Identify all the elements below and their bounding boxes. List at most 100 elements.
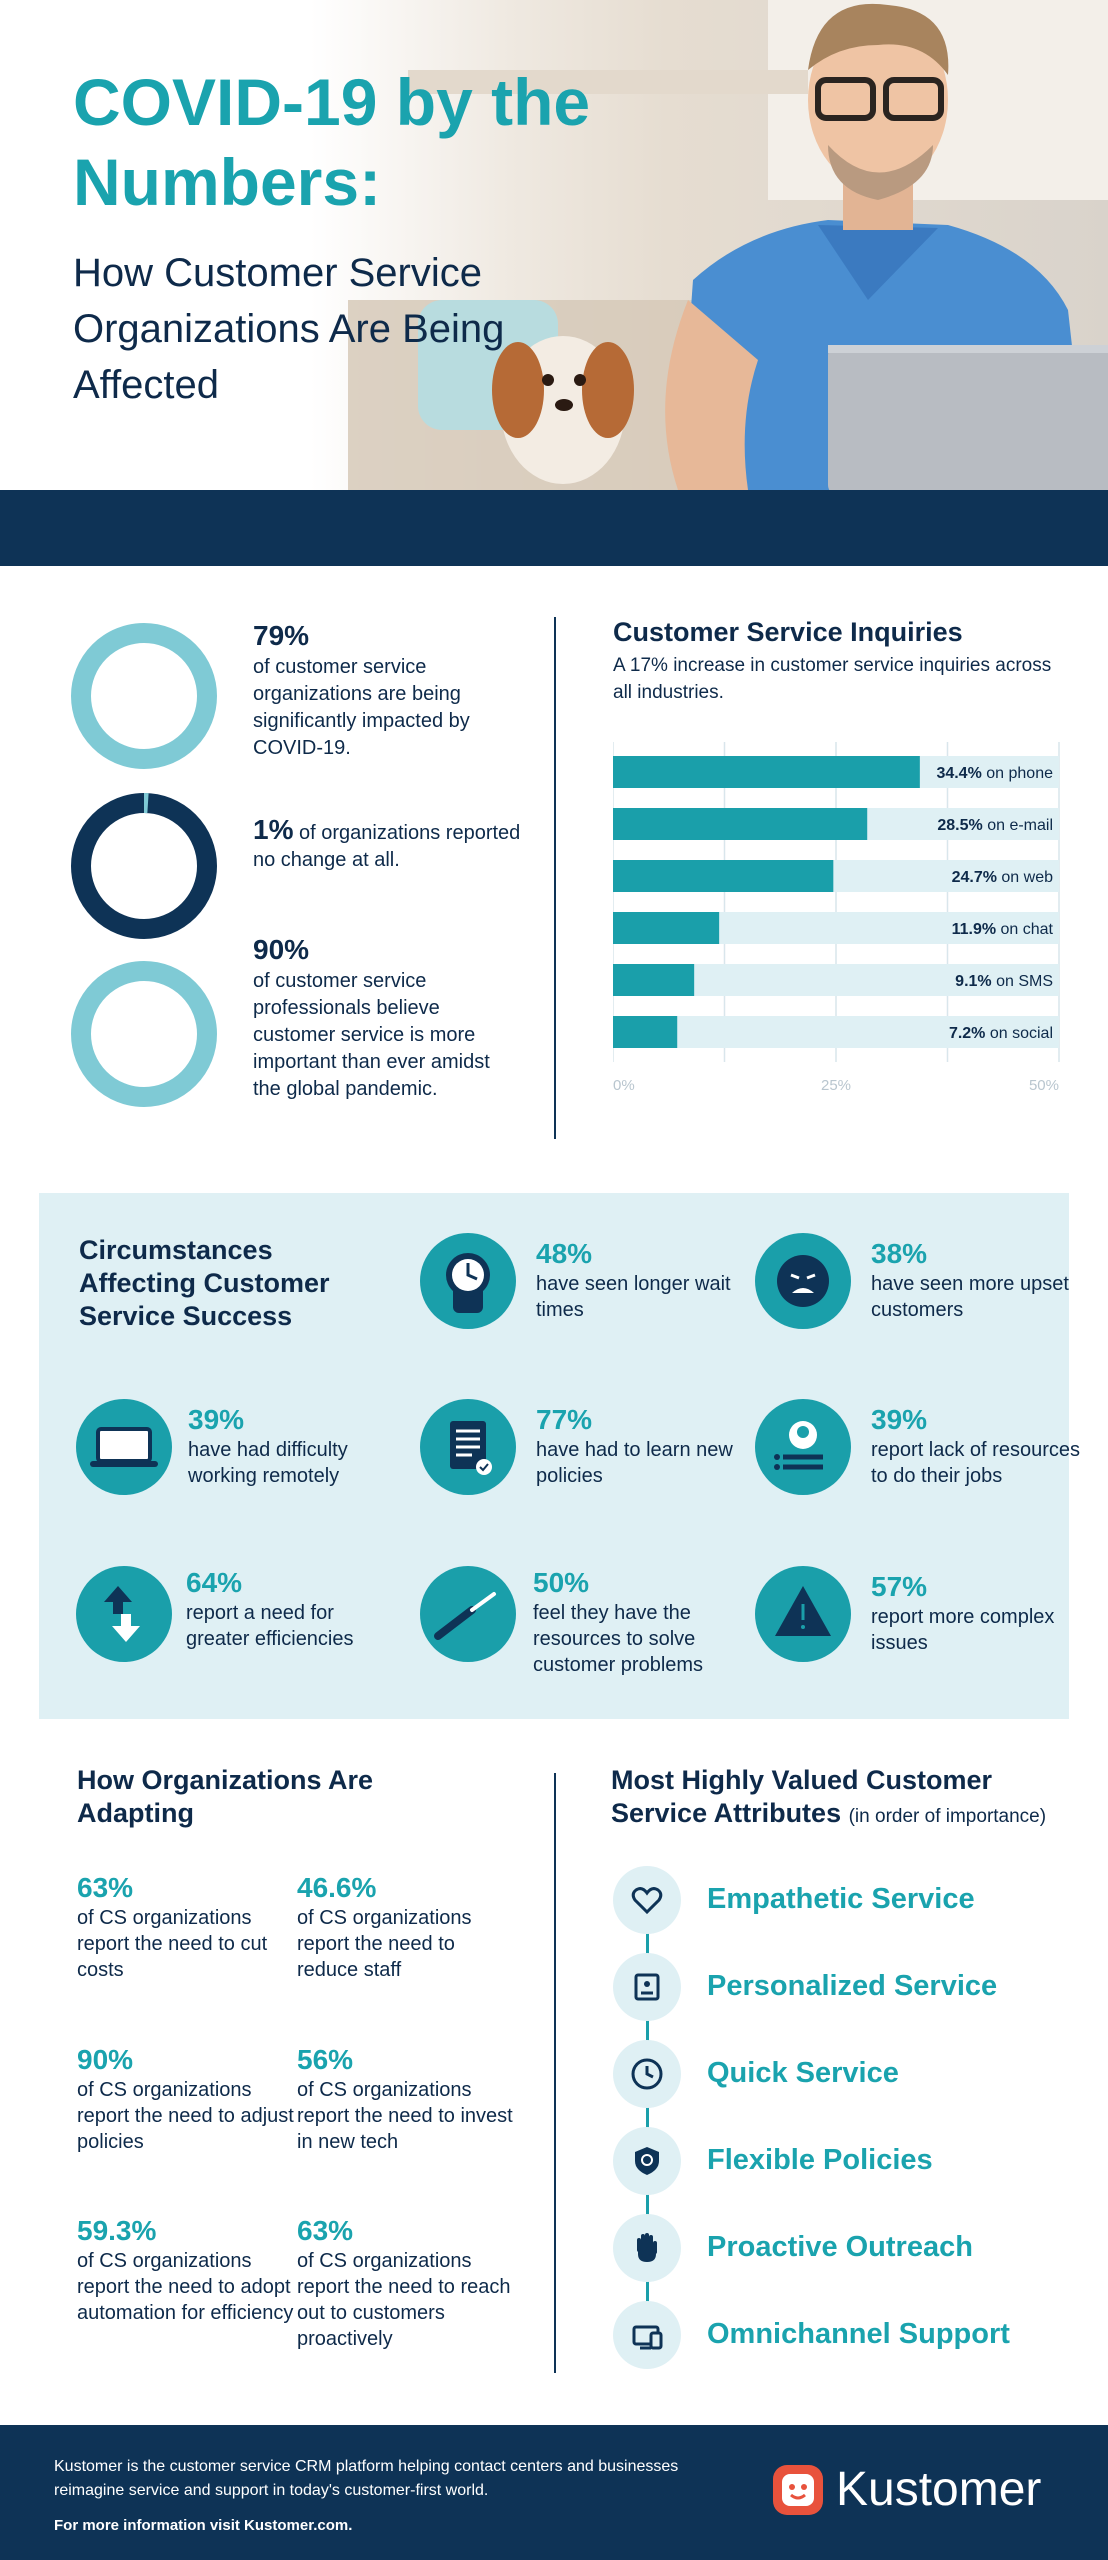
circumstances-title: Circumstances Affecting Customer Service…	[79, 1235, 330, 1331]
hero-band	[0, 490, 1108, 566]
page-subtitle: How Customer Service Organizations Are B…	[73, 251, 505, 407]
devices-icon	[613, 2301, 681, 2369]
footer-text: Kustomer is the customer service CRM pla…	[54, 2458, 679, 2499]
circumstance-pct: 39%	[188, 1404, 245, 1435]
circumstance-pct: 77%	[536, 1404, 593, 1435]
circumstance-pct: 57%	[871, 1571, 928, 1602]
donut-chart-90	[71, 961, 217, 1107]
footer-link[interactable]: For more information visit Kustomer.com.	[54, 2517, 353, 2534]
adapting-pct: 63%	[77, 1872, 134, 1903]
attribute-label: Flexible Policies	[707, 2144, 933, 2176]
adapting-pct: 46.6%	[297, 1872, 377, 1903]
circumstance-item: 57% report more complex issues	[871, 1570, 1081, 1656]
adapting-item: 56% of CS organizations report the need …	[297, 2043, 517, 2155]
stat-pct: 90%	[253, 934, 310, 965]
bar	[613, 964, 695, 996]
adapting-text: of CS organizations report the need to r…	[297, 2250, 511, 2350]
bar-label: 9.1% on SMS	[955, 973, 1053, 990]
circumstance-item: 64% report a need for greater efficienci…	[186, 1566, 396, 1652]
hero-banner: COVID-19 by the Numbers: How Customer Se…	[0, 0, 1108, 490]
bar-label: 24.7% on web	[952, 869, 1054, 886]
arrows-icon	[76, 1566, 172, 1662]
laptop-icon	[76, 1399, 172, 1495]
hero-photo	[348, 0, 1108, 490]
stat-90: 90% of customer service professionals be…	[253, 932, 523, 1103]
adapting-item: 90% of CS organizations report the need …	[77, 2043, 297, 2155]
bar	[613, 1016, 678, 1048]
adapting-text: of CS organizations report the need to r…	[297, 1907, 472, 1981]
attribute-label: Omnichannel Support	[707, 2318, 1010, 2350]
adapting-item: 63% of CS organizations report the need …	[297, 2214, 517, 2352]
circumstance-pct: 38%	[871, 1238, 928, 1269]
stat-79: 79% of customer service organizations ar…	[253, 618, 523, 762]
adapting-text: of CS organizations report the need to c…	[77, 1907, 268, 1981]
stat-text: of customer service professionals believ…	[253, 970, 490, 1100]
brand-name: Kustomer	[836, 2463, 1042, 2516]
chart-title: Customer Service Inquiries	[613, 617, 963, 647]
circumstance-text: have seen longer wait times	[536, 1273, 731, 1321]
circumstance-text: report lack of resources to do their job…	[871, 1439, 1080, 1487]
adapting-pct: 63%	[297, 2215, 354, 2246]
bar-label: 34.4% on phone	[936, 765, 1053, 782]
adapting-text: of CS organizations report the need to i…	[297, 2079, 513, 2153]
shield-icon	[613, 2127, 681, 2195]
bar	[613, 860, 834, 892]
stat-pct: 1%	[253, 814, 294, 845]
circumstance-text: have had difficulty working remotely	[188, 1439, 348, 1487]
attributes-connector	[646, 1900, 649, 2340]
heart-icon	[613, 1866, 681, 1934]
clock-icon	[613, 2040, 681, 2108]
bar-label: 28.5% on e-mail	[937, 817, 1053, 834]
stat-text: of organizations reported no change at a…	[253, 822, 521, 871]
profile-card-icon	[755, 1399, 851, 1495]
circumstance-item: 77% have had to learn new policies	[536, 1403, 746, 1489]
stat-pct: 79%	[253, 620, 310, 651]
adapting-pct: 56%	[297, 2044, 354, 2075]
upset-face-icon	[755, 1233, 851, 1329]
circumstances-panel	[39, 1193, 1069, 1719]
attributes-title: Most Highly Valued Customer Service Attr…	[611, 1764, 1081, 1833]
circumstance-item: 38% have seen more upset customers	[871, 1237, 1081, 1323]
warning-icon	[755, 1566, 851, 1662]
circumstance-pct: 48%	[536, 1238, 593, 1269]
circumstance-text: report a need for greater efficiencies	[186, 1602, 354, 1650]
clock-icon	[420, 1233, 516, 1329]
bar-track	[613, 1016, 1059, 1048]
circumstance-pct: 39%	[871, 1404, 928, 1435]
tick-label: 50%	[1029, 1077, 1059, 1094]
circumstance-pct: 64%	[186, 1567, 243, 1598]
attribute-label: Proactive Outreach	[707, 2231, 973, 2263]
screwdriver-icon	[420, 1566, 516, 1662]
kustomer-logo-icon	[773, 2465, 823, 2515]
document-icon	[420, 1399, 516, 1495]
circumstance-text: have had to learn new policies	[536, 1439, 733, 1487]
tick-label: 0%	[613, 1077, 635, 1094]
circumstance-pct: 50%	[533, 1567, 590, 1598]
chart-subtitle: A 17% increase in customer service inqui…	[613, 655, 1052, 703]
bar-label: 11.9% on chat	[952, 921, 1054, 938]
tick-label: 25%	[821, 1077, 851, 1094]
circumstance-text: feel they have the resources to solve cu…	[533, 1602, 704, 1676]
circumstance-item: 48% have seen longer wait times	[536, 1237, 746, 1323]
bar	[613, 912, 720, 944]
attributes-note: (in order of importance)	[848, 1806, 1047, 1827]
adapting-text: of CS organizations report the need to a…	[77, 2250, 294, 2324]
adapting-text: of CS organizations report the need to a…	[77, 2079, 294, 2153]
page-title: COVID-19 by the Numbers:	[73, 65, 591, 219]
stat-1: 1% of organizations reported no change a…	[253, 816, 523, 874]
bar	[613, 756, 920, 788]
donut-arc	[71, 793, 217, 939]
circumstance-item: 50% feel they have the resources to solv…	[533, 1566, 743, 1678]
adapting-pct: 59.3%	[77, 2215, 157, 2246]
footer	[0, 2425, 1108, 2560]
adapting-item: 59.3% of CS organizations report the nee…	[77, 2214, 297, 2326]
donut-chart-1	[71, 793, 217, 939]
attribute-label: Quick Service	[707, 2057, 899, 2089]
adapting-item: 46.6% of CS organizations report the nee…	[297, 1871, 517, 1983]
adapting-title: How Organizations Are Adapting	[77, 1765, 374, 1828]
circumstance-text: report more complex issues	[871, 1606, 1055, 1654]
hand-icon	[613, 2214, 681, 2282]
bar	[613, 808, 868, 840]
section-divider	[554, 1773, 556, 2373]
attributes-title-text: Most Highly Valued Customer Service Attr…	[611, 1765, 993, 1828]
